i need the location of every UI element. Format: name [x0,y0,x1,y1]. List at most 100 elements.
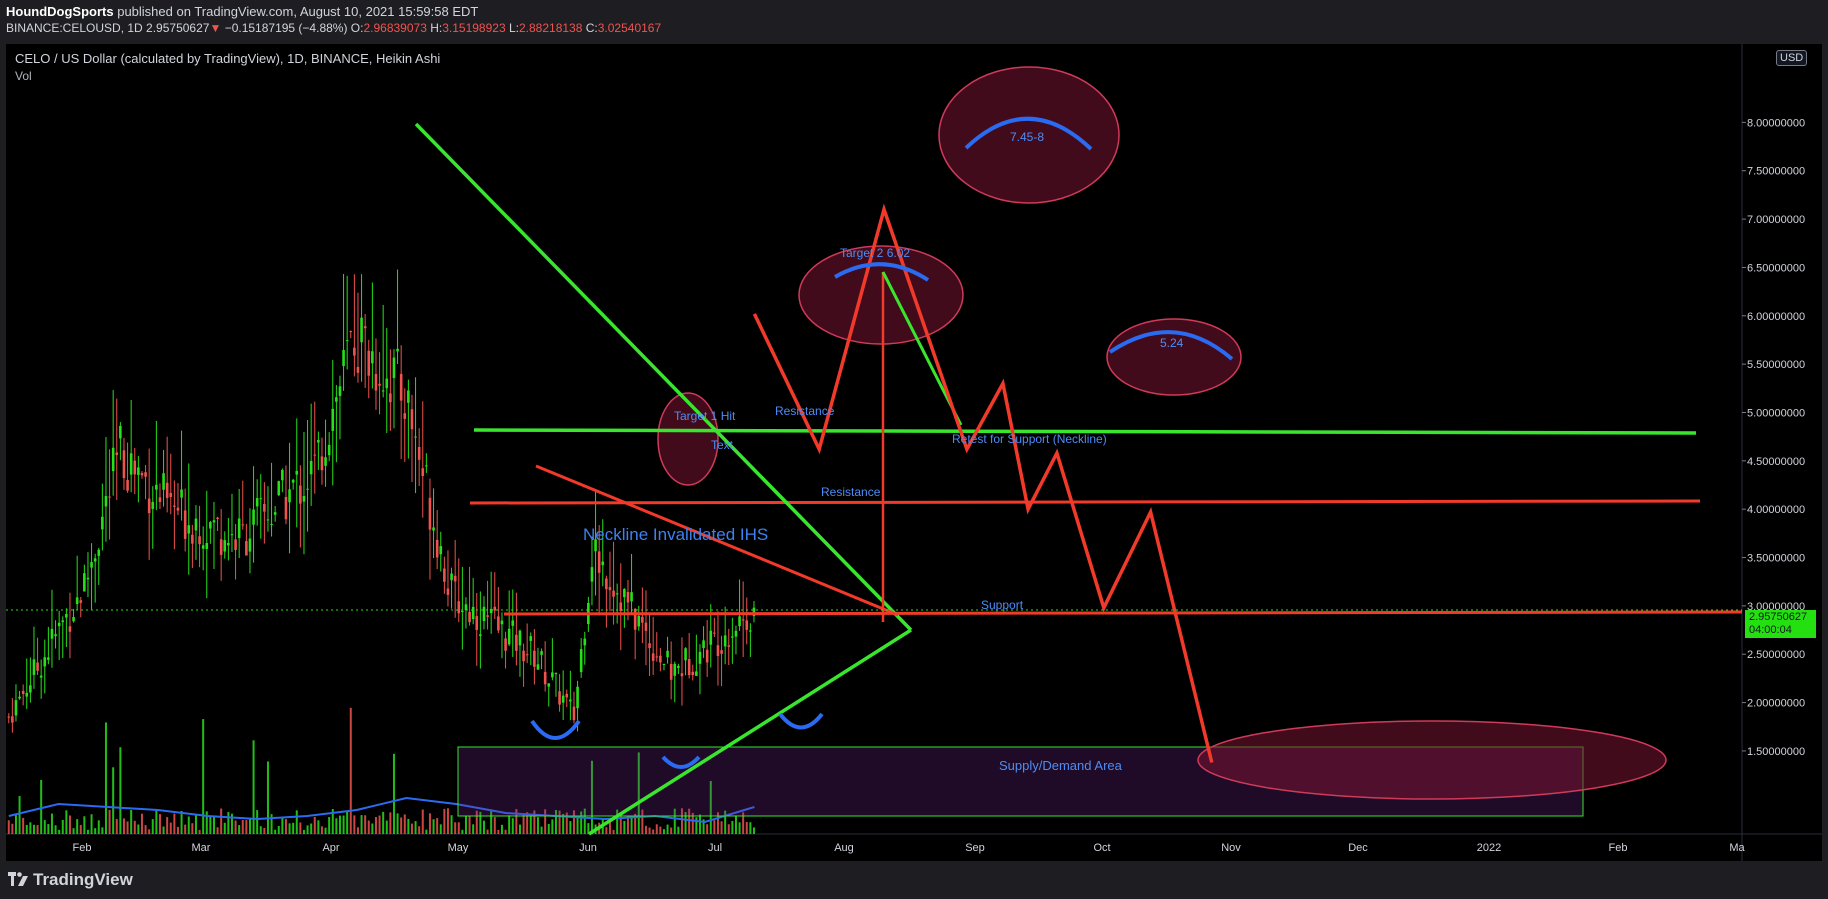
candle-body [173,505,176,507]
candle-body [475,616,479,630]
head-arc[interactable] [661,755,701,769]
volume-bar [500,824,503,834]
neckline-green-line[interactable] [473,428,1697,435]
target2-ellipse[interactable] [798,245,964,345]
volume-bar [162,826,165,834]
drawing-annotations[interactable]: Target 1 Hit Text Resistance Resistance … [414,66,1743,836]
price-tick-label[interactable]: 7.50000000 [1747,166,1805,178]
price-tick-label[interactable]: 6.00000000 [1747,311,1805,323]
mid-arc[interactable] [1108,330,1234,361]
price-tick-label[interactable]: 5.50000000 [1747,359,1805,371]
target2-arc[interactable] [834,262,930,282]
chart-area[interactable]: Target 1 Hit Text Resistance Resistance … [6,44,1822,861]
price-tick-label[interactable]: 4.50000000 [1747,456,1805,468]
volume-bar [382,811,385,834]
label-target2[interactable]: Target 2 6.02 [840,246,910,260]
volume-bar [223,822,226,834]
price-tick-label[interactable]: 3.00000000 [1747,601,1805,613]
candle-body [342,350,345,367]
time-tick-label[interactable]: Jul [708,842,722,854]
candle-body [633,608,637,630]
price-tick-label[interactable]: 7.00000000 [1747,214,1805,226]
price-axis-ticks[interactable]: 8.00000000 7.50000000 7.00000000 6.50000000… [1742,117,1805,758]
candle-body [734,630,738,637]
price-tick-label[interactable]: 6.50000000 [1747,262,1805,274]
label-neckline-invalidated[interactable]: Neckline Invalidated IHS [583,525,768,544]
label-resistance-upper[interactable]: Resistance [775,404,835,418]
price-tick-label[interactable]: 5.00000000 [1747,407,1805,419]
candle-body [713,632,716,634]
time-tick-label[interactable]: Sep [965,842,985,854]
wedge-upper-green-line[interactable] [414,122,913,632]
candle-body [479,634,482,637]
label-mid-target[interactable]: 5.24 [1160,336,1184,350]
candle-body [385,378,389,389]
volume-bar [216,827,219,834]
wedge-red-line[interactable] [535,464,899,617]
candle-body [471,606,475,620]
tradingview-logo-icon [8,872,28,886]
time-tick-label[interactable]: Oct [1093,842,1110,854]
currency-badge[interactable]: USD [1776,50,1808,66]
label-retest-support[interactable]: Retest for Support (Neckline) [952,432,1107,446]
label-peak-target[interactable]: 7.45-8 [1010,130,1044,144]
projection-red-path[interactable] [752,203,1214,763]
author-name[interactable]: HoundDogSports [6,4,114,19]
chart-canvas[interactable]: Target 1 Hit Text Resistance Resistance … [6,44,1822,861]
supply-demand-ellipse[interactable] [1197,720,1667,800]
time-tick-label[interactable]: Ma [1729,842,1745,854]
price-tick-label[interactable]: 8.00000000 [1747,117,1805,129]
volume-bar [572,810,575,834]
volume-bar [61,819,64,834]
volume-bar [385,820,388,834]
volume-bar [716,812,719,834]
tradingview-logo[interactable]: TradingView [8,870,133,890]
candle-body [367,350,371,376]
candle-body [158,497,162,502]
shoulder-left-arc[interactable] [530,719,581,740]
time-tick-label[interactable]: Mar [192,842,211,854]
time-tick-label[interactable]: Aug [834,842,854,854]
candle-body [65,614,68,618]
support-red-line[interactable] [503,610,1743,616]
peak-ellipse[interactable] [938,66,1120,204]
time-tick-label[interactable]: 2022 [1477,842,1501,854]
plot-background [6,44,1742,834]
volume-bar [14,815,17,834]
shoulder-right-arc[interactable] [778,712,824,730]
volume-bar [281,817,284,834]
volume-bar [256,810,259,834]
volume-bar [461,829,464,834]
target1-ellipse[interactable] [657,392,719,486]
label-resistance-lower[interactable]: Resistance [821,485,881,499]
volume-bar [346,810,349,834]
price-tick-label[interactable]: 4.00000000 [1747,504,1805,516]
wedge-lower-green-line[interactable] [588,628,912,836]
label-supply-demand[interactable]: Supply/Demand Area [999,758,1123,773]
time-axis-ticks[interactable]: Feb Mar Apr May Jun Jul Aug Sep Oct Nov Dec 2022 Feb… [73,842,1746,854]
time-tick-label[interactable]: Apr [322,842,339,854]
price-tick-label[interactable]: 3.50000000 [1747,553,1805,565]
volume-bar [659,826,662,834]
volume-bar [544,809,547,834]
time-tick-label[interactable]: Nov [1221,842,1241,854]
resistance-red-line[interactable] [469,499,1701,505]
volume-legend-label[interactable]: Vol [15,69,32,83]
label-support[interactable]: Support [981,598,1024,612]
candle-body [518,630,522,646]
price-tick-label[interactable]: 2.00000000 [1747,698,1805,710]
volume-bar [371,823,374,834]
volume-bar [554,809,557,834]
time-tick-label[interactable]: Dec [1348,842,1368,854]
time-tick-label[interactable]: Jun [579,842,597,854]
label-text[interactable]: Text [711,438,734,452]
time-tick-label[interactable]: May [448,842,469,854]
price-tick-label[interactable]: 1.50000000 [1747,746,1805,758]
peak-arc[interactable] [964,116,1093,151]
time-tick-label[interactable]: Feb [1609,842,1628,854]
time-tick-label[interactable]: Feb [73,842,92,854]
label-target1[interactable]: Target 1 Hit [674,409,736,423]
chart-legend-title[interactable]: CELO / US Dollar (calculated by TradingV… [15,51,441,66]
price-tick-label[interactable]: 2.50000000 [1747,649,1805,661]
candle-body [745,620,749,630]
